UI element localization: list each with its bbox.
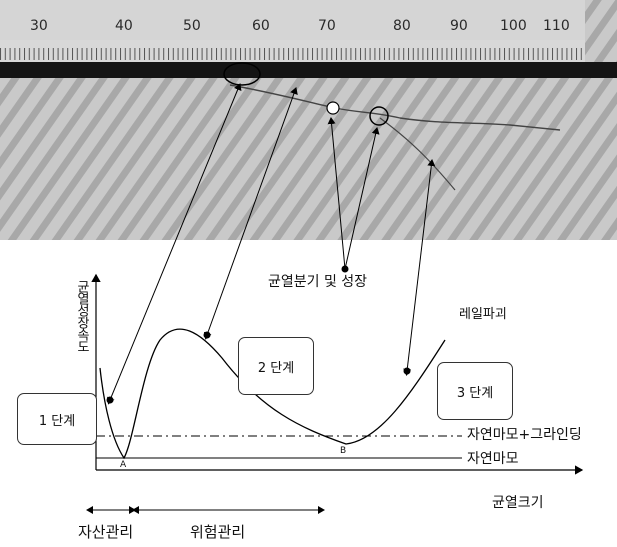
rail-photo bbox=[0, 0, 617, 240]
ruler-number: 100 bbox=[500, 18, 527, 34]
rail-band bbox=[0, 62, 617, 78]
point-a-label: A bbox=[120, 460, 127, 470]
ruler-ticks bbox=[0, 40, 585, 64]
stage1-label: 1 단계 bbox=[38, 413, 76, 429]
arrow-stage3 bbox=[403, 159, 436, 376]
x-axis-label: 균열크기 bbox=[492, 495, 544, 511]
y-axis-label: 균열성장속도 bbox=[74, 280, 89, 352]
crack-circle-2 bbox=[326, 101, 340, 115]
natural-wear-label: 자연마모 bbox=[467, 451, 519, 467]
risk-mgmt-label: 위험관리 bbox=[190, 523, 246, 541]
grinding-line-label: 자연마모+그라인딩 bbox=[467, 427, 582, 443]
ruler-number: 70 bbox=[318, 18, 336, 34]
crack-circle-1 bbox=[223, 62, 261, 86]
ruler-number: 90 bbox=[450, 18, 468, 34]
point-b-label: B bbox=[340, 446, 347, 456]
ruler-number: 80 bbox=[393, 18, 411, 34]
branch-label: 균열분기 및 성장 bbox=[268, 274, 368, 290]
arrow-branch-2 bbox=[344, 127, 380, 270]
arrow-stage2 bbox=[203, 87, 298, 340]
asset-mgmt-label: 자산관리 bbox=[78, 523, 134, 541]
ruler-number: 60 bbox=[252, 18, 270, 34]
rail-failure-label: 레일파괴 bbox=[459, 307, 507, 322]
crack-circle-3 bbox=[369, 106, 389, 126]
ruler-number: 40 bbox=[115, 18, 133, 34]
stage3-label: 3 단계 bbox=[456, 385, 494, 401]
ruler-number: 110 bbox=[543, 18, 570, 34]
arrow-branch-1 bbox=[327, 117, 346, 270]
crack-branch bbox=[379, 117, 456, 191]
stage2-label: 2 단계 bbox=[257, 360, 295, 376]
stage3-box: 3 단계 bbox=[437, 362, 513, 420]
ruler-number: 50 bbox=[183, 18, 201, 34]
arrow-stage1 bbox=[107, 83, 242, 405]
stage1-box: 1 단계 bbox=[17, 393, 97, 445]
stage2-box: 2 단계 bbox=[238, 337, 314, 395]
ruler-number: 30 bbox=[30, 18, 48, 34]
